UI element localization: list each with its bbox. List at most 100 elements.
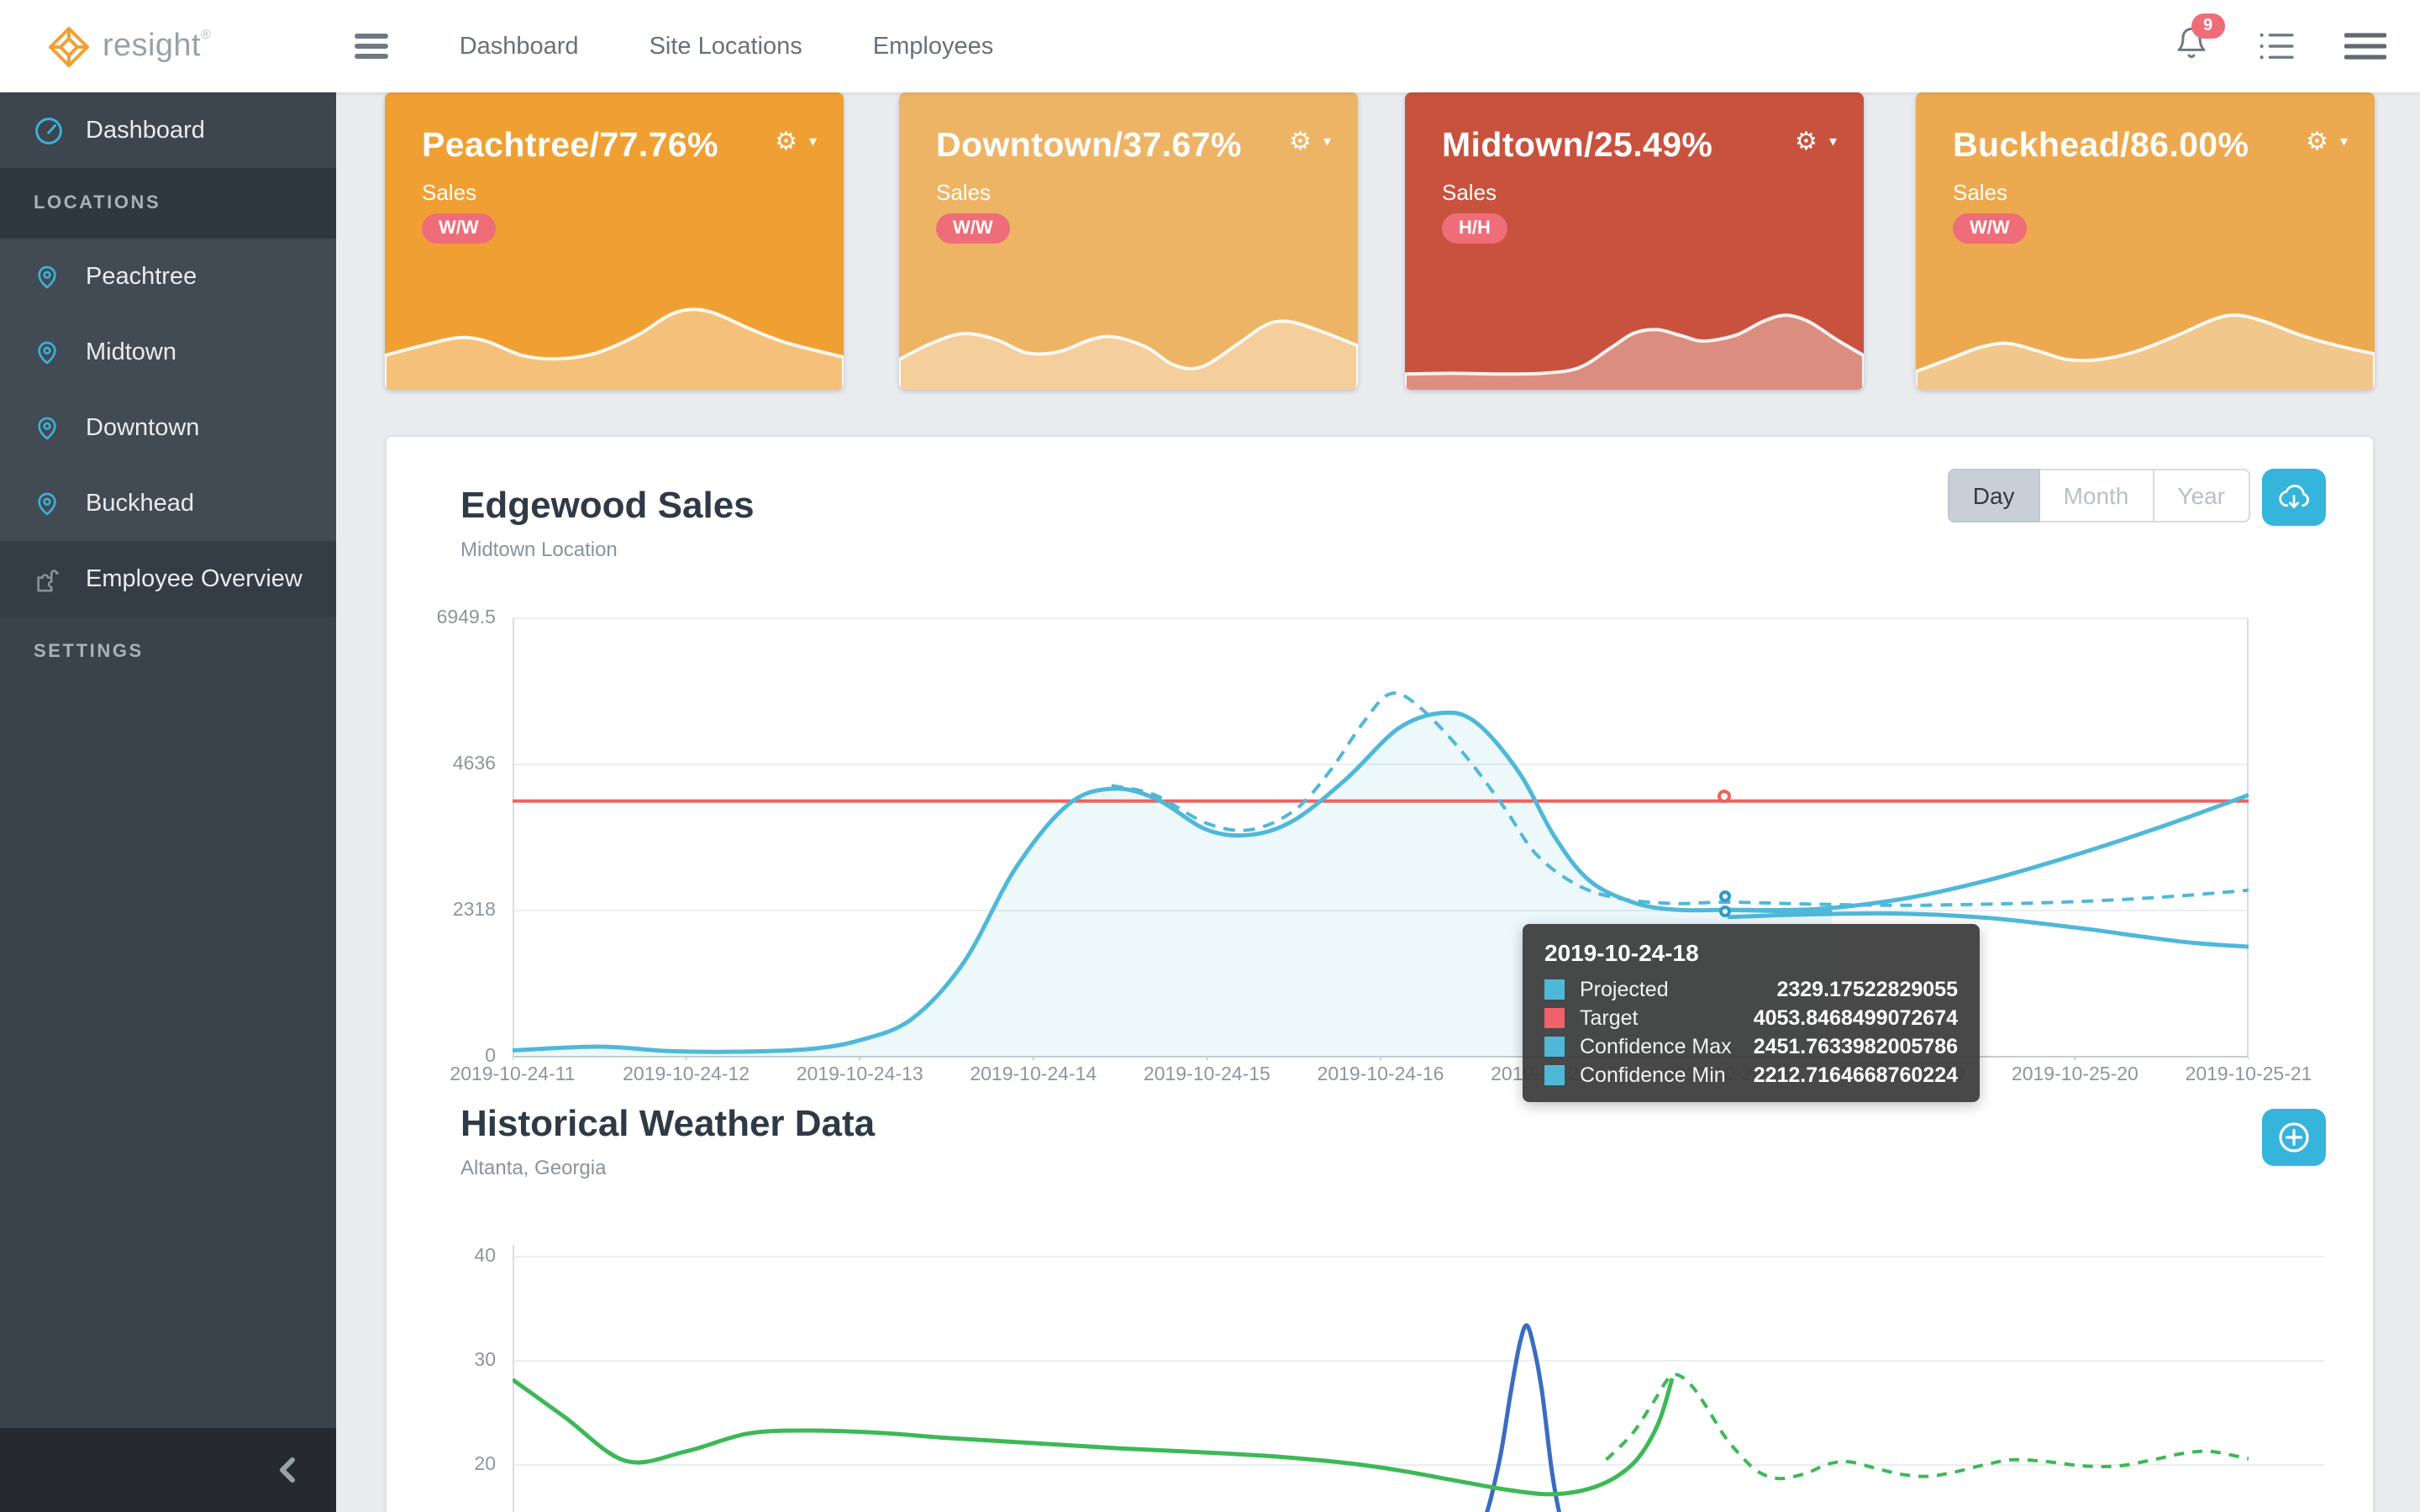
sidebar-section-locations: LOCATIONS	[0, 168, 336, 239]
tooltip-row: Confidence Max 2451.7633982005786	[1544, 1035, 1958, 1058]
kpi-metric-label: Sales	[422, 180, 477, 205]
task-list-icon[interactable]	[2259, 32, 2294, 60]
weather-chart-subtitle: Altanta, Georgia	[460, 1156, 607, 1179]
sidebar-item-peachtree[interactable]: Peachtree	[0, 239, 336, 314]
y-axis-tick: 4636	[452, 754, 496, 774]
range-button-year[interactable]: Year	[2154, 469, 2250, 522]
chevron-left-icon	[280, 1457, 295, 1483]
kpi-metric-label: Sales	[1953, 180, 2008, 205]
kpi-period-badge: W/W	[936, 213, 1010, 244]
map-pin-icon	[34, 488, 64, 518]
sales-chart-subtitle: Midtown Location	[460, 538, 618, 561]
nav-link-employees[interactable]: Employees	[872, 33, 994, 60]
projected-point-marker	[1719, 906, 1731, 917]
sidebar-item-midtown[interactable]: Midtown	[0, 314, 336, 390]
tooltip-series-value: 2329.17522829055	[1776, 978, 1958, 1001]
sidebar-item-label: Peachtree	[86, 263, 197, 290]
sidebar-item-buckhead[interactable]: Buckhead	[0, 465, 336, 541]
sales-chart-title: Edgewood Sales	[460, 484, 755, 526]
tooltip-series-value: 2212.7164668760224	[1753, 1063, 1958, 1087]
series-color-swatch	[1544, 1065, 1565, 1085]
sidebar-item-label: Midtown	[86, 339, 176, 365]
x-axis-tick: 2019-10-24-16	[1317, 1065, 1444, 1085]
notification-count-badge: 9	[2191, 13, 2225, 38]
map-pin-icon	[34, 261, 64, 291]
notifications-button[interactable]: 9	[2175, 13, 2225, 68]
sidebar-collapse-button[interactable]	[0, 1428, 336, 1512]
range-button-day[interactable]: Day	[1947, 469, 2040, 522]
sidebar: Dashboard LOCATIONS Peachtree Midtown Do…	[0, 92, 336, 1512]
cloud-download-icon	[2279, 485, 2309, 508]
x-axis-tick: 2019-10-24-13	[796, 1065, 923, 1085]
gear-icon[interactable]: ⚙	[1289, 128, 1312, 156]
add-weather-button[interactable]	[2262, 1109, 2326, 1166]
series-color-swatch	[1544, 1008, 1565, 1028]
sidebar-item-employee-overview[interactable]: Employee Overview	[0, 541, 336, 617]
kpi-card-peachtree[interactable]: Peachtree/77.76% ⚙ ▾ Sales W/W	[385, 92, 844, 390]
nav-link-dashboard[interactable]: Dashboard	[459, 33, 579, 60]
series-color-swatch	[1544, 1037, 1565, 1057]
kpi-card-title: Downtown/37.67%	[936, 126, 1242, 165]
y-axis-tick: 6949.5	[436, 608, 496, 629]
main-nav: Dashboard Site Locations Employees	[460, 33, 994, 60]
top-navbar: resight ® Dashboard Site Locations Emplo…	[0, 0, 2420, 92]
sparkline-wave	[899, 319, 1358, 390]
chevron-down-icon[interactable]: ▾	[1828, 133, 1837, 150]
y-axis-tick: 0	[485, 1047, 496, 1067]
kpi-card-title: Peachtree/77.76%	[422, 126, 718, 165]
kpi-period-badge: W/W	[422, 213, 496, 244]
menu-icon[interactable]	[2344, 32, 2386, 60]
weather-chart[interactable]	[513, 1236, 2328, 1512]
brand-logo[interactable]: resight ®	[47, 24, 211, 68]
range-button-month[interactable]: Month	[2039, 469, 2154, 522]
x-axis-tick: 2019-10-24-12	[623, 1065, 750, 1085]
x-axis-tick: 2019-10-25-20	[2011, 1065, 2139, 1085]
gear-icon[interactable]: ⚙	[775, 128, 797, 156]
plus-circle-icon	[2279, 1122, 2309, 1152]
sparkline-wave	[1916, 313, 2375, 390]
y-axis-tick: 40	[474, 1247, 496, 1267]
sidebar-item-downtown[interactable]: Downtown	[0, 390, 336, 465]
registered-mark: ®	[200, 26, 211, 41]
weather-chart-title: Historical Weather Data	[460, 1102, 876, 1144]
chevron-down-icon[interactable]: ▾	[2339, 133, 2348, 150]
confidence-point-marker	[1719, 890, 1731, 902]
resight-logo-icon	[49, 26, 89, 66]
target-point-marker	[1718, 790, 1731, 803]
sparkline-wave	[385, 307, 844, 390]
kpi-period-badge: W/W	[1953, 213, 2027, 244]
chart-tooltip: 2019-10-24-18 Projected 2329.17522829055 T…	[1523, 924, 1980, 1102]
download-cloud-button[interactable]	[2262, 469, 2326, 526]
dashboard-panel: Edgewood Sales Midtown Location Day Mont…	[385, 435, 2375, 1512]
tooltip-rows: Projected 2329.17522829055 Target 4053.8468…	[1544, 978, 1958, 1087]
kpi-card-midtown[interactable]: Midtown/25.49% ⚙ ▾ Sales H/H	[1405, 92, 1864, 390]
y-axis-tick: 2318	[452, 900, 496, 921]
tooltip-series-label: Confidence Max	[1580, 1035, 1732, 1058]
tooltip-series-label: Projected	[1580, 978, 1669, 1001]
chevron-down-icon[interactable]: ▾	[808, 133, 817, 150]
sidebar-item-dashboard[interactable]: Dashboard	[0, 92, 336, 168]
kpi-period-badge: H/H	[1442, 213, 1507, 244]
kpi-metric-label: Sales	[936, 180, 992, 205]
kpi-card-title: Midtown/25.49%	[1442, 126, 1713, 165]
sales-chart[interactable]	[513, 606, 2249, 1060]
speedometer-icon	[34, 115, 64, 145]
chevron-down-icon[interactable]: ▾	[1323, 133, 1331, 150]
range-toggle-group: Day Month Year	[1947, 469, 2250, 522]
map-pin-icon	[34, 337, 64, 367]
sidebar-toggle-icon[interactable]	[355, 29, 389, 65]
x-axis-tick: 2019-10-25-21	[2185, 1065, 2312, 1085]
tooltip-series-value: 2451.7633982005786	[1753, 1035, 1958, 1058]
y-axis-tick: 30	[474, 1351, 496, 1371]
kpi-card-buckhead[interactable]: Buckhead/86.00% ⚙ ▾ Sales W/W	[1916, 92, 2375, 390]
kpi-metric-label: Sales	[1442, 180, 1497, 205]
gear-icon[interactable]: ⚙	[2306, 128, 2328, 156]
tooltip-date: 2019-10-24-18	[1544, 939, 1699, 966]
x-axis-tick: 2019-10-24-11	[450, 1065, 576, 1085]
tooltip-row: Projected 2329.17522829055	[1544, 978, 1958, 1001]
nav-link-site-locations[interactable]: Site Locations	[649, 33, 802, 60]
tooltip-series-label: Confidence Min	[1580, 1063, 1726, 1087]
kpi-card-downtown[interactable]: Downtown/37.67% ⚙ ▾ Sales W/W	[899, 92, 1358, 390]
gear-icon[interactable]: ⚙	[1795, 128, 1818, 156]
